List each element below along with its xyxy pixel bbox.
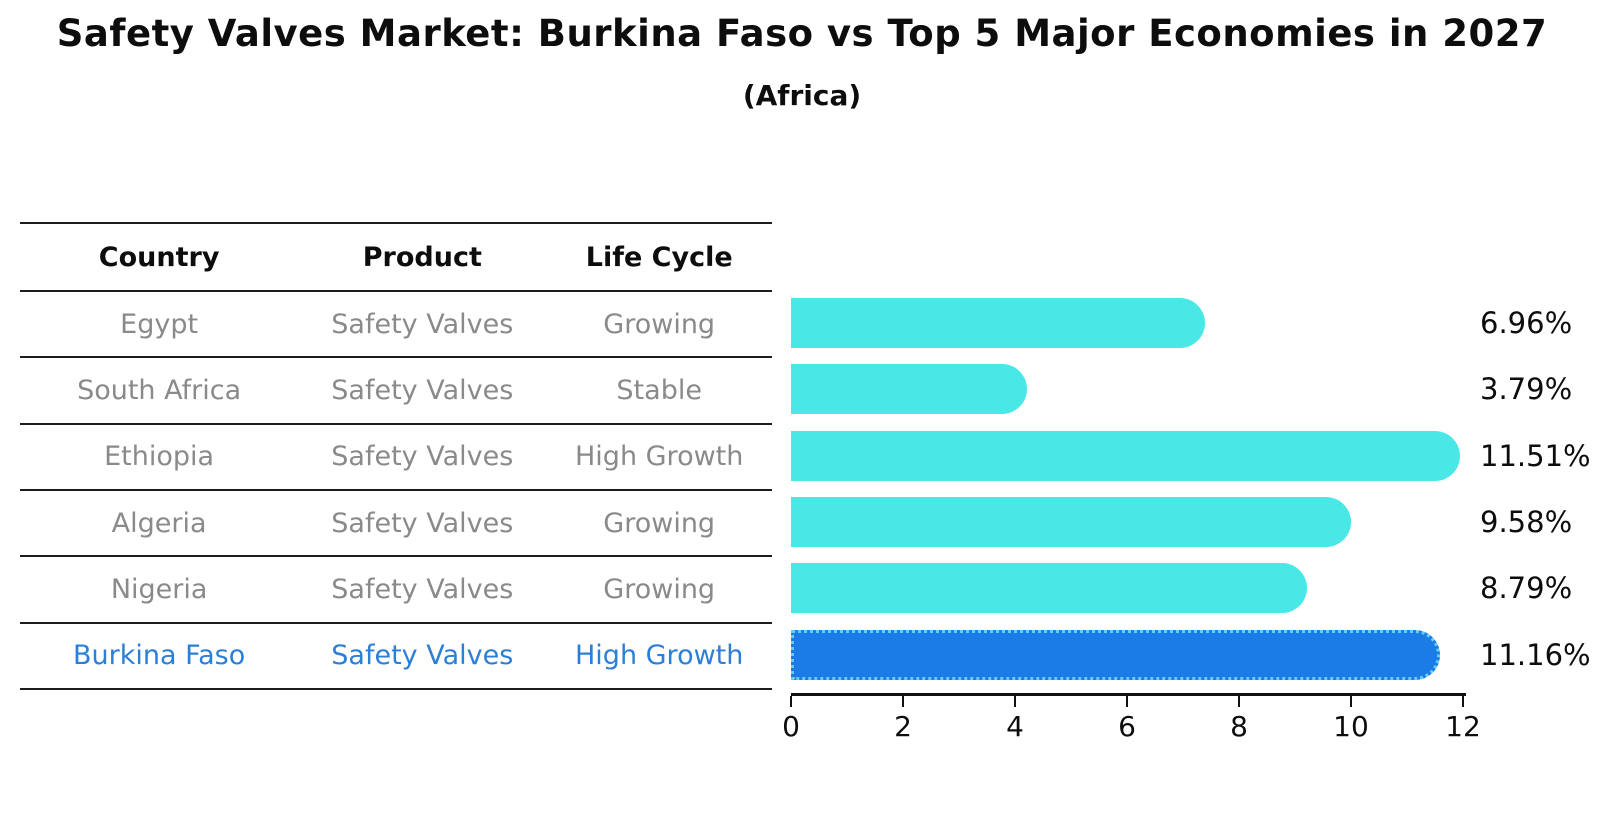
life-cycle-cell: High Growth (575, 640, 744, 672)
bar (791, 364, 1028, 415)
x-axis-tick-label: 10 (1333, 710, 1369, 743)
x-axis-tick (1126, 696, 1128, 707)
life-cycle-cell: Growing (603, 507, 716, 539)
product-cell: Safety Valves (331, 441, 514, 473)
table-row: Egypt Safety Valves Growing (20, 292, 772, 359)
country-cell: Burkina Faso (72, 640, 246, 672)
x-axis-tick-label: 12 (1445, 710, 1481, 743)
x-axis-tick (1350, 696, 1352, 707)
value-label: 9.58% (1480, 505, 1573, 540)
x-axis-tick-label: 8 (1230, 710, 1248, 743)
column-header-country: Country (98, 241, 220, 273)
product-cell: Safety Valves (331, 507, 514, 539)
table-row: Algeria Safety Valves Growing (20, 491, 772, 558)
x-axis-tick-label: 4 (1006, 710, 1024, 743)
country-cell: Nigeria (110, 573, 208, 605)
product-cell: Safety Valves (331, 374, 514, 406)
column-header-product: Product (362, 241, 482, 273)
value-label: 8.79% (1480, 571, 1573, 606)
table-row: Nigeria Safety Valves Growing (20, 557, 772, 624)
page-title: Safety Valves Market: Burkina Faso vs To… (56, 12, 1548, 55)
country-cell: Algeria (111, 507, 207, 539)
life-cycle-cell: High Growth (575, 441, 744, 473)
table-row: South Africa Safety Valves Stable (20, 358, 772, 425)
table-row: Ethiopia Safety Valves High Growth (20, 425, 772, 491)
x-axis-tick (1462, 696, 1464, 707)
x-axis-tick (902, 696, 904, 707)
comparison-table: Country Product Life Cycle Egypt Safety … (20, 222, 772, 690)
x-axis-tick (1238, 696, 1240, 707)
value-label: 3.79% (1480, 372, 1573, 407)
bar (791, 497, 1352, 548)
life-cycle-cell: Stable (616, 374, 702, 406)
product-cell: Safety Valves (331, 573, 514, 605)
table-row-highlight: Burkina Faso Safety Valves High Growth (20, 624, 772, 690)
life-cycle-cell: Growing (603, 308, 716, 340)
x-axis-tick (790, 696, 792, 707)
bar (791, 430, 1460, 481)
x-axis-line (791, 693, 1466, 696)
highlight-bar (791, 629, 1440, 680)
x-axis-tick-label: 0 (782, 710, 800, 743)
page-subtitle: (Africa) (742, 79, 862, 112)
country-cell: Egypt (120, 308, 199, 340)
life-cycle-cell: Growing (603, 573, 716, 605)
x-axis-tick-label: 6 (1118, 710, 1136, 743)
bar (791, 563, 1308, 614)
x-axis-tick (1014, 696, 1016, 707)
value-label: 11.16% (1480, 637, 1591, 672)
column-header-lifecycle: Life Cycle (585, 241, 733, 273)
country-cell: South Africa (77, 374, 242, 406)
country-cell: Ethiopia (104, 441, 215, 473)
table-header-row: Country Product Life Cycle (20, 224, 772, 292)
x-axis-tick-label: 2 (894, 710, 912, 743)
product-cell: Safety Valves (331, 640, 514, 672)
bar (791, 298, 1205, 349)
value-label: 6.96% (1480, 306, 1573, 341)
value-label: 11.51% (1480, 438, 1591, 473)
product-cell: Safety Valves (331, 308, 514, 340)
